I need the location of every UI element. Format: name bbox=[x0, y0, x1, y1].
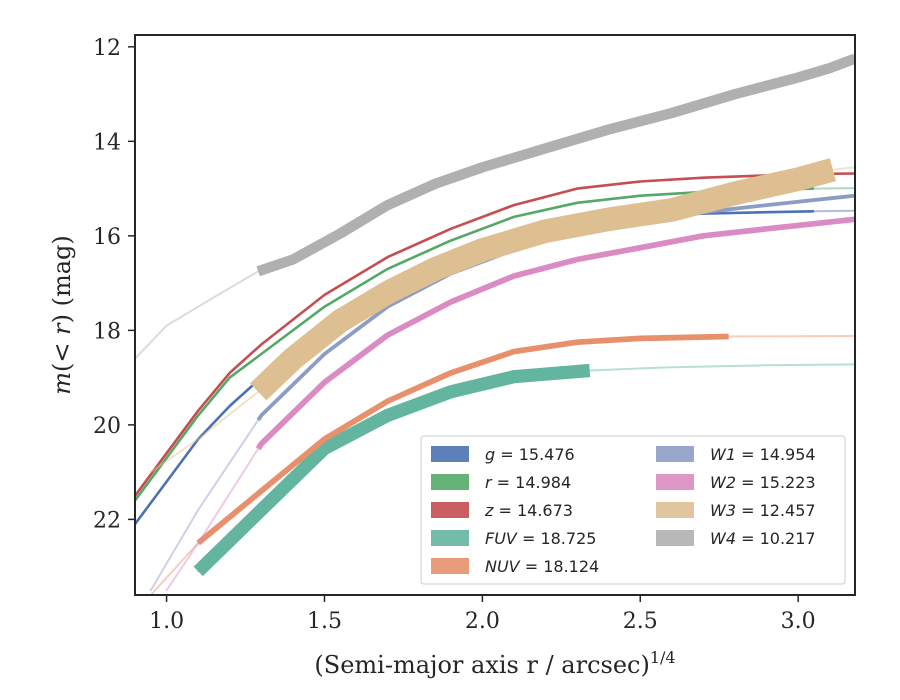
legend-entry-r: r = 14.984 bbox=[431, 473, 571, 492]
legend-label: W4 = 10.217 bbox=[710, 529, 816, 548]
legend-box bbox=[420, 435, 846, 585]
legend-entry-w2: W2 = 15.223 bbox=[656, 473, 816, 492]
series-nuv bbox=[149, 333, 855, 595]
series-w2 bbox=[165, 216, 855, 592]
legend-label: NUV = 18.124 bbox=[485, 557, 599, 576]
legend-label: W2 = 15.223 bbox=[710, 473, 816, 492]
series-w4 bbox=[135, 53, 855, 360]
legend-label: r = 14.984 bbox=[485, 473, 571, 492]
legend-swatch bbox=[431, 558, 469, 574]
legend-label: z = 14.673 bbox=[484, 501, 573, 520]
legend-entry-w4: W4 = 10.217 bbox=[656, 529, 816, 548]
series-w2-measured-band bbox=[255, 216, 855, 451]
legend-entry-w3: W3 = 12.457 bbox=[656, 501, 816, 520]
tick-layer: 1.0 1.5 2.0 2.5 3.0 12 14 16 18 20 22 bbox=[93, 36, 816, 634]
series-fuv bbox=[193, 363, 855, 577]
series-w4-measured-band bbox=[256, 53, 855, 277]
series-nuv-measured-band bbox=[196, 333, 729, 546]
legend-entry-g: g = 15.476 bbox=[431, 445, 575, 464]
series-z bbox=[135, 172, 855, 497]
y-tick-label: 18 bbox=[93, 319, 121, 344]
y-tick-label: 14 bbox=[93, 130, 121, 155]
y-axis-label-part: ) (mag) bbox=[48, 235, 76, 323]
series-z-measured-band bbox=[135, 172, 855, 497]
x-tick-label: 2.5 bbox=[623, 609, 658, 634]
legend-entry-nuv: NUV = 18.124 bbox=[431, 557, 599, 576]
y-tick-label: 12 bbox=[93, 36, 121, 61]
legend-swatch bbox=[656, 474, 694, 490]
legend-swatch bbox=[431, 530, 469, 546]
y-tick-label: 22 bbox=[93, 508, 121, 533]
plot-frame bbox=[134, 34, 856, 596]
y-tick-label: 16 bbox=[93, 225, 121, 250]
series-w3 bbox=[149, 158, 855, 474]
legend-swatch bbox=[431, 502, 469, 518]
y-axis-label-part: m bbox=[48, 372, 76, 395]
x-tick-label: 2.0 bbox=[465, 609, 500, 634]
legend-label: FUV = 18.725 bbox=[485, 529, 596, 548]
legend-label: g = 15.476 bbox=[485, 445, 575, 464]
legend-label: W1 = 14.954 bbox=[710, 445, 816, 464]
legend-swatch bbox=[431, 474, 469, 490]
legend-swatch bbox=[431, 446, 469, 462]
legend-label: W3 = 12.457 bbox=[710, 501, 816, 520]
legend-entry-z: z = 14.673 bbox=[431, 501, 573, 520]
series-fuv-measured-band bbox=[193, 363, 591, 577]
y-tick-label: 20 bbox=[93, 414, 121, 439]
x-axis-label-superscript: 1/4 bbox=[650, 648, 676, 667]
legend: g = 15.476 r = 14.984 z = 14.673 FUV = 18.7… bbox=[420, 435, 846, 585]
legend-swatch bbox=[656, 530, 694, 546]
y-axis-label-part: (< bbox=[48, 335, 76, 372]
series-w3-measured-band bbox=[250, 158, 836, 401]
series-layer bbox=[135, 53, 855, 595]
legend-swatch bbox=[656, 502, 694, 518]
legend-entry-w1: W1 = 14.954 bbox=[656, 445, 816, 464]
y-axis-label: m(< r) (mag) bbox=[48, 235, 76, 395]
x-tick-label: 1.0 bbox=[149, 609, 184, 634]
x-axis-label: (Semi-major axis r / arcsec)1/4 bbox=[314, 648, 675, 679]
y-axis-label-part: r bbox=[48, 322, 76, 335]
x-tick-label: 3.0 bbox=[781, 609, 816, 634]
x-axis-label-main: (Semi-major axis r / arcsec) bbox=[314, 651, 649, 679]
axes-frame bbox=[134, 34, 856, 596]
legend-swatch bbox=[656, 446, 694, 462]
legend-entry-fuv: FUV = 18.725 bbox=[431, 529, 596, 548]
x-tick-label: 1.5 bbox=[307, 609, 342, 634]
